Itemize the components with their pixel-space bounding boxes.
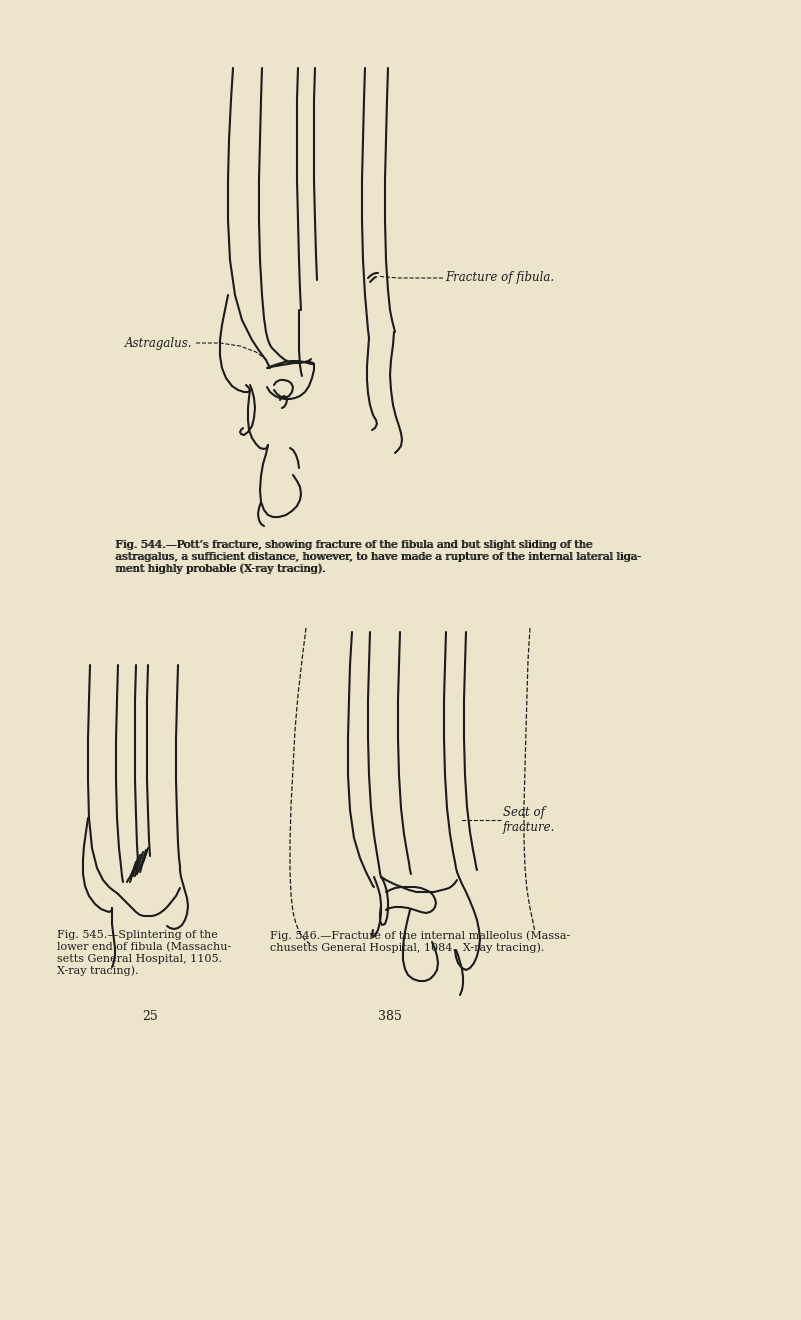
Text: Fracture of fibula.: Fracture of fibula. — [445, 272, 554, 285]
Text: Astragalus.: Astragalus. — [125, 337, 192, 350]
Text: 385: 385 — [378, 1010, 402, 1023]
Text: Fig. 544.—Pott’s fracture, showing fracture of the fibula and but slight sliding: Fig. 544.—Pott’s fracture, showing fract… — [116, 540, 642, 574]
Text: Seat of
fracture.: Seat of fracture. — [503, 807, 555, 834]
Text: Fig. 544.—Pott’s fracture, showing fracture of the fibula and but slight sliding: Fig. 544.—Pott’s fracture, showing fract… — [115, 540, 641, 574]
Text: 25: 25 — [142, 1010, 158, 1023]
Text: Fig. 546.—Fracture of the internal malleolus (Massa-
chusetts General Hospital, : Fig. 546.—Fracture of the internal malle… — [270, 931, 570, 953]
Text: Fig. 545.—Splintering of the
lower end of fibula (Massachu-
setts General Hospit: Fig. 545.—Splintering of the lower end o… — [57, 931, 231, 975]
